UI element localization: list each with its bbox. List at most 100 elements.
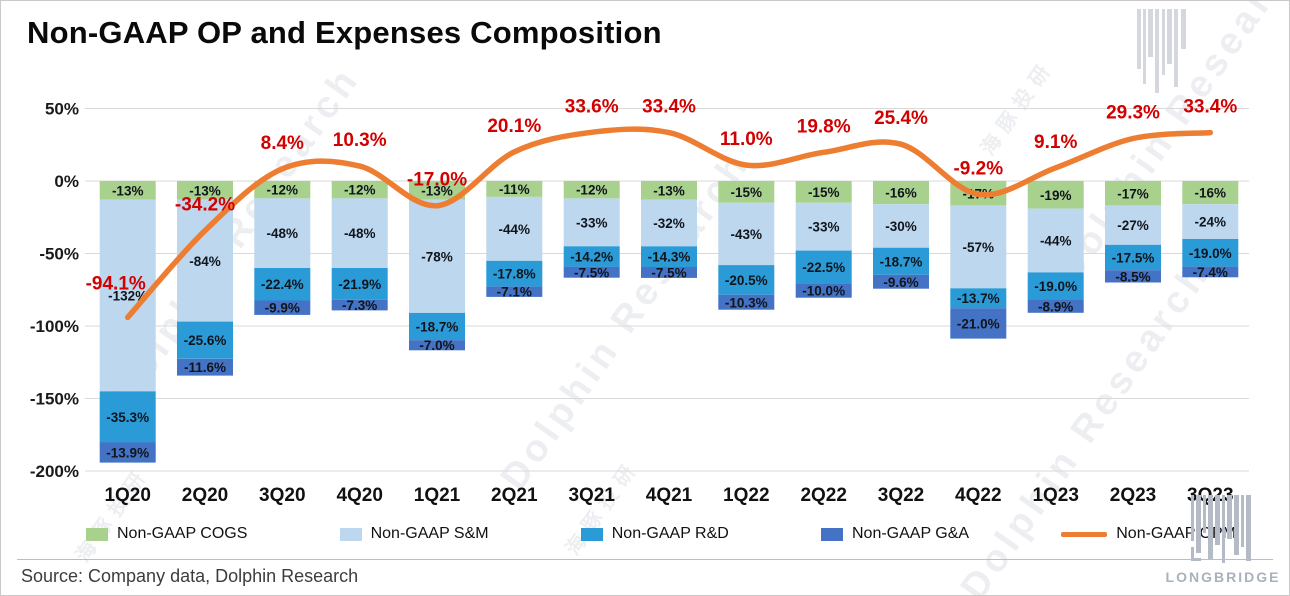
x-tick-label: 2Q23 [1110,485,1156,506]
bar-segment-label: -19.0% [1189,246,1232,261]
bar-segment-label: -17.8% [493,267,536,282]
opm-point-label: 20.1% [487,116,541,137]
bar-segment [1027,181,1084,209]
x-tick-label: 2Q22 [800,485,846,506]
bar-segment-label: -7.4% [1193,265,1228,280]
opm-point-label: 33.4% [642,97,696,118]
bar-segment [409,181,465,200]
bar-segment-label: -15% [731,185,763,200]
bar-segment [99,391,156,443]
bar-segment-label: -18.7% [880,254,923,269]
bar-segment-label: -17.5% [1112,251,1155,266]
x-tick-label: 3Q21 [568,485,615,506]
bar-segment [486,181,543,197]
bar-segment-label: -21.0% [957,316,1000,331]
legend-label: Non-GAAP S&M [370,525,489,542]
legend-label: Non-GAAP COGS [117,525,248,542]
y-tick-label: 0% [54,172,79,191]
bar-segment [99,442,156,463]
bar-segment-label: -33% [576,215,608,230]
bar-segment [254,181,311,199]
legend-item-cogs: Non-GAAP COGS [86,525,247,543]
y-tick-label: -150% [30,390,79,409]
bar-segment-label: -12% [267,183,299,198]
bar-segment [563,246,620,267]
bar-segment [1105,181,1161,206]
y-tick-label: -200% [30,462,79,481]
x-tick-label: 1Q22 [723,485,769,506]
bar-segment-label: -48% [267,226,299,241]
bar-segment [795,250,852,284]
legend-item-rd: Non-GAAP R&D [580,525,729,543]
bar-segment-label: -13.9% [106,446,149,461]
bar-segment [718,202,775,266]
bar-segment [486,260,543,287]
bar-segment [950,205,1007,289]
longbridge-wordmark: LONGBRIDGE [1165,569,1281,585]
bar-segment-label: -57% [963,240,995,255]
bar-segment-label: -12% [344,183,376,198]
bar-segment-label: -44% [499,222,531,237]
x-tick-label: 1Q20 [104,485,150,506]
longbridge-logo: LONGBRIDGE [1163,495,1283,585]
bar-segment [641,267,697,278]
bar-segment-label: -7.5% [651,265,686,280]
legend-item-sm: Non-GAAP S&M [339,525,489,543]
opm-point-label: -94.1% [86,273,146,294]
bar-segment-label: -27% [1117,218,1149,233]
bar-segment-label: -9.9% [265,301,300,316]
bar-segment [254,268,311,301]
source-note: Source: Company data, Dolphin Research [21,566,359,586]
x-tick-label: 1Q21 [414,485,461,506]
x-tick-label: 2Q21 [491,485,538,506]
bar-segment [1027,272,1084,300]
bar-segment-label: -10.0% [802,284,845,299]
bar-segment [718,265,775,295]
bar-segment-label: -48% [344,226,376,241]
bar-segment [873,274,929,289]
legend-swatch-ga [820,527,843,541]
bar-segment-label: -13% [653,183,685,198]
bar-segment [409,199,465,313]
bar-segment-label: -21.9% [338,277,381,292]
bar-segment [486,196,543,261]
bar-segment-label: -84% [189,254,221,269]
legend-label: Non-GAAP OPM [1116,525,1236,542]
bar-segment [177,358,233,376]
longbridge-barcode-icon [1191,495,1251,563]
opm-point-label: 25.4% [874,108,928,129]
bar-segment [1105,244,1161,271]
bar-segment-label: -22.4% [261,277,304,292]
bar-segment [1105,270,1161,283]
opm-point-label: 11.0% [720,129,773,150]
bar-segment-label: -17% [1117,186,1149,201]
opm-point-label: 10.3% [333,130,387,151]
bar-segment-label: -16% [885,186,917,201]
legend-swatch-sm [339,527,362,541]
bar-segment-label: -11% [499,182,530,197]
legend-label: Non-GAAP R&D [611,525,729,542]
source-divider [17,559,1273,560]
bar-segment [1182,204,1239,239]
bar-segment-label: -44% [1040,234,1072,249]
legend-label: Non-GAAP G&A [851,525,970,542]
x-tick-label: 1Q23 [1032,485,1078,506]
bar-segment [795,181,852,203]
legend-item-ga: Non-GAAP G&A [820,525,970,543]
bar-segment-label: -16% [1195,186,1227,201]
legend-swatch-opm [1061,531,1108,537]
bar-segment-label: -12% [576,183,608,198]
bar-segment [641,181,697,200]
opm-point-label: 33.6% [565,96,619,117]
bar-segment-label: -78% [421,249,453,264]
x-tick-label: 3Q20 [259,485,305,506]
x-tick-label: 4Q22 [955,485,1001,506]
bar-segment-label: -9.6% [883,275,918,290]
bar-segment [254,300,311,315]
opm-point-label: 19.8% [797,116,851,137]
bar-segment [177,181,233,200]
bar-segment [1182,266,1239,278]
bar-segment-label: -22.5% [802,260,845,275]
bar-segment-label: -7.5% [574,265,609,280]
